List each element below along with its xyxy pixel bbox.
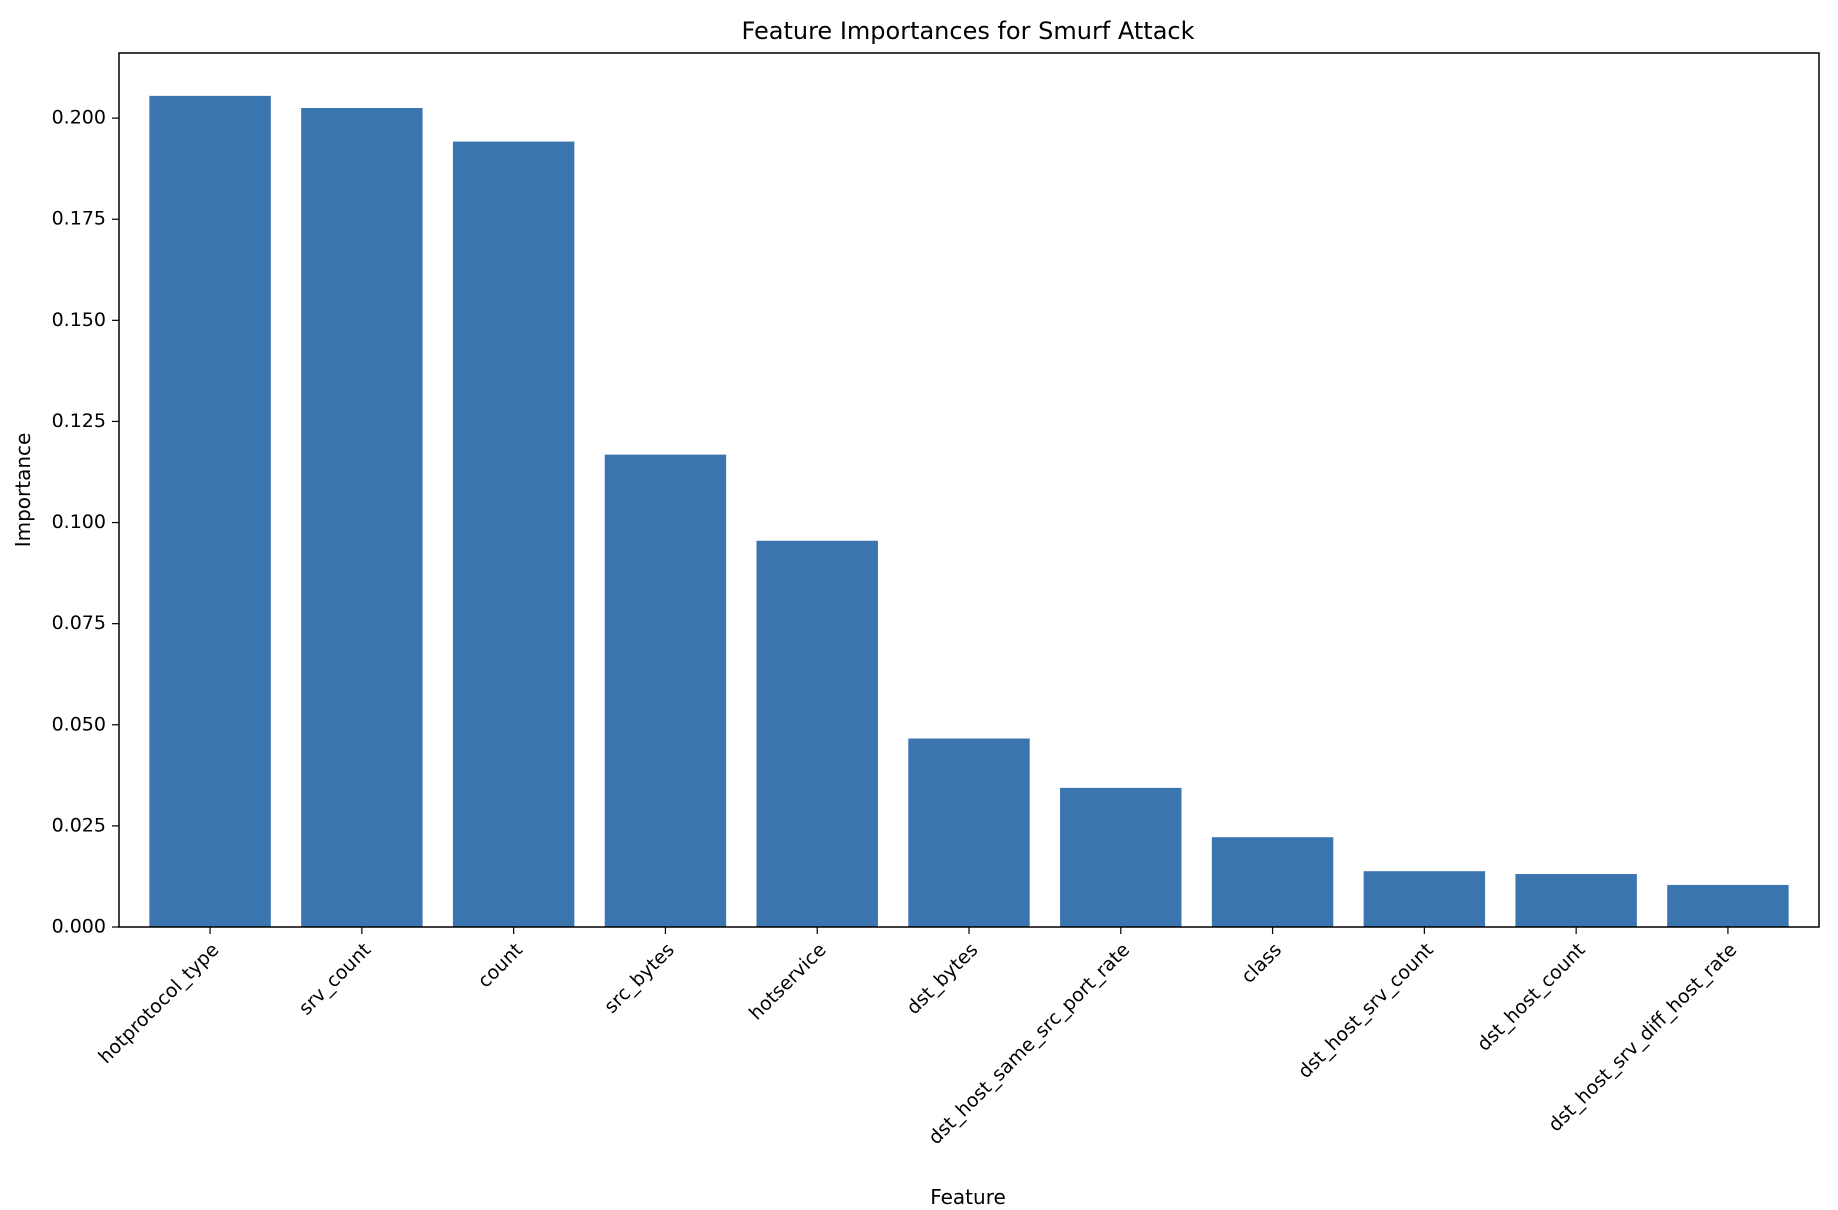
y-tick-label: 0.175 [52,208,106,230]
bar-dst_host_same_src_port_rate [1060,787,1182,927]
x-tick-label: srv_count [295,939,376,1020]
x-tick-label: dst_bytes [902,939,982,1019]
chart-title: Feature Importances for Smurf Attack [742,17,1195,45]
y-tick-label: 0.050 [52,713,106,735]
y-tick-label: 0.100 [52,511,106,533]
bar-srv_count [301,108,423,927]
y-axis: 0.000 0.025 0.050 0.075 0.100 0.125 0.150 0.175… [52,107,119,938]
y-tick-label: 0.075 [52,612,106,634]
y-tick-label: 0.150 [52,309,106,331]
y-axis-label: Importance [11,433,35,548]
y-tick-label: 0.025 [52,814,106,836]
x-tick-label: hotprotocol_type [94,939,223,1068]
x-tick-label: src_bytes [600,939,679,1018]
x-tick-label: hotservice [745,939,831,1025]
y-tick-label: 0.000 [52,916,106,938]
bar-hotservice [756,540,878,927]
bar-count [452,141,575,927]
bars-layer [149,95,1789,928]
bar-hotprotocol_type [149,95,271,928]
bar-dst_bytes [908,738,1030,927]
bar-class [1211,837,1334,927]
x-tick-label: count [474,939,527,992]
y-tick-label: 0.125 [52,410,106,432]
y-tick-label: 0.200 [52,107,106,129]
bar-dst_host_srv_diff_host_rate [1667,884,1789,927]
bar-dst_host_srv_count [1363,871,1486,927]
bar-src_bytes [604,454,727,927]
x-tick-label: dst_host_count [1473,939,1590,1056]
x-axis: hotprotocol_type srv_count count src_bytes h… [94,927,1741,1149]
x-axis-label: Feature [930,1185,1006,1206]
x-tick-label: dst_host_srv_count [1294,939,1438,1083]
bar-dst_host_count [1515,874,1637,927]
x-tick-label: class [1237,939,1286,988]
